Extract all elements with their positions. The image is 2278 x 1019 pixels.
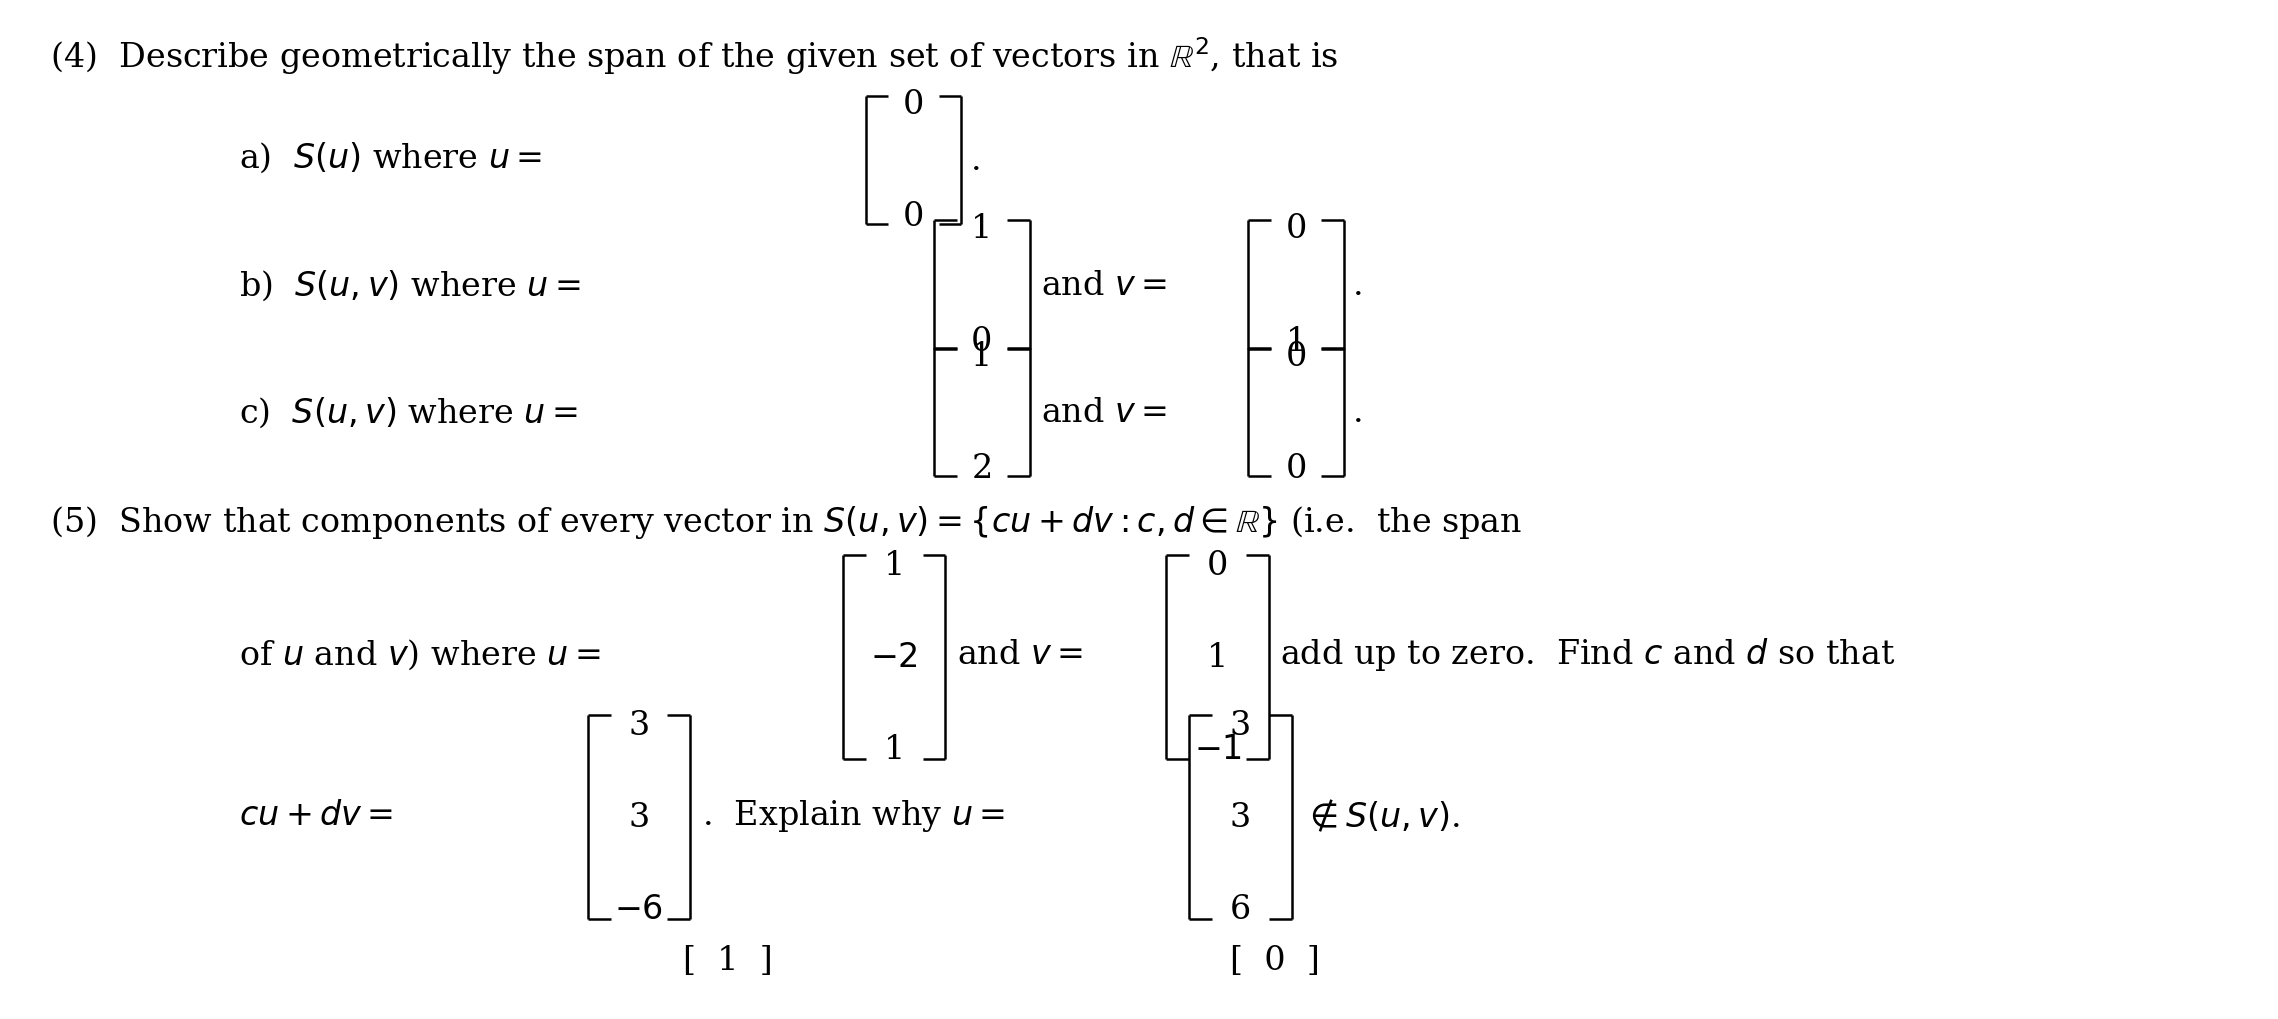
Text: 3: 3 <box>629 801 649 834</box>
Text: 0: 0 <box>902 201 925 233</box>
Text: 3: 3 <box>629 709 649 742</box>
Text: a)  $S(u)$ where $u =$: a) $S(u)$ where $u =$ <box>239 141 542 175</box>
Text: 1: 1 <box>1285 325 1308 358</box>
Text: $-2$: $-2$ <box>870 641 918 674</box>
Text: 2: 2 <box>970 452 993 485</box>
Text: 0: 0 <box>1285 452 1308 485</box>
Text: [  0  ]: [ 0 ] <box>1230 944 1319 976</box>
Text: 6: 6 <box>1230 893 1251 925</box>
Text: 1: 1 <box>970 213 993 246</box>
Text: 1: 1 <box>970 340 993 373</box>
Text: 0: 0 <box>1207 549 1228 582</box>
Text: and $v =$: and $v =$ <box>1041 269 1166 302</box>
Text: .  Explain why $u =$: . Explain why $u =$ <box>702 797 1005 834</box>
Text: 0: 0 <box>902 89 925 121</box>
Text: 3: 3 <box>1230 709 1251 742</box>
Text: 0: 0 <box>1285 213 1308 246</box>
Text: 3: 3 <box>1230 801 1251 834</box>
Text: 1: 1 <box>884 733 904 765</box>
Text: of $u$ and $v$) where $u =$: of $u$ and $v$) where $u =$ <box>239 637 601 672</box>
Text: .: . <box>1353 396 1365 429</box>
Text: b)  $S(u, v)$ where $u =$: b) $S(u, v)$ where $u =$ <box>239 268 581 303</box>
Text: and $v =$: and $v =$ <box>1041 396 1166 429</box>
Text: (4)  Describe geometrically the span of the given set of vectors in $\mathbb{R}^: (4) Describe geometrically the span of t… <box>50 36 1339 76</box>
Text: $-1$: $-1$ <box>1194 733 1242 765</box>
Text: 0: 0 <box>1285 340 1308 373</box>
Text: and $v =$: and $v =$ <box>957 638 1082 671</box>
Text: .: . <box>1353 269 1365 302</box>
Text: .: . <box>970 145 982 177</box>
Text: $-6$: $-6$ <box>615 893 663 925</box>
Text: c)  $S(u, v)$ where $u =$: c) $S(u, v)$ where $u =$ <box>239 395 579 430</box>
Text: 1: 1 <box>884 549 904 582</box>
Text: $cu + dv =$: $cu + dv =$ <box>239 799 394 832</box>
Text: 0: 0 <box>970 325 993 358</box>
Text: 1: 1 <box>1207 641 1228 674</box>
Text: $\notin S(u, v)$.: $\notin S(u, v)$. <box>1303 797 1460 834</box>
Text: add up to zero.  Find $c$ and $d$ so that: add up to zero. Find $c$ and $d$ so that <box>1280 636 1895 673</box>
Text: [  1  ]: [ 1 ] <box>683 944 772 976</box>
Text: (5)  Show that components of every vector in $S(u, v) = \{cu + dv : c, d \in \ma: (5) Show that components of every vector… <box>50 503 1522 540</box>
